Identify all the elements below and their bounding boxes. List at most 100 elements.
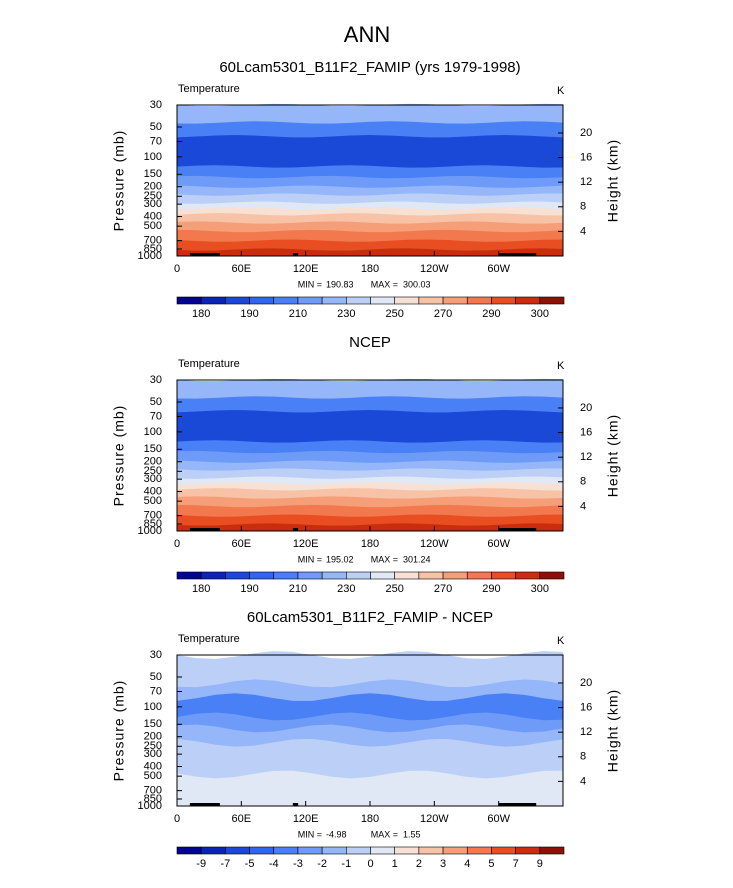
y-tick-label: 250 <box>144 740 162 752</box>
y-tick-label: 30 <box>150 649 162 661</box>
colorbar-box <box>249 571 275 580</box>
colorbar-box <box>321 846 347 855</box>
colorbar-label: 250 <box>386 308 404 320</box>
x-tick-label: 60E <box>232 538 252 550</box>
y-tick-label: 100 <box>144 426 162 438</box>
topography <box>292 803 299 806</box>
y-tick-label: 150 <box>144 168 162 180</box>
y-axis-title: Pressure (mb) <box>111 130 127 232</box>
y-tick-label: 50 <box>150 396 162 408</box>
colorbar-label: 0 <box>367 858 373 870</box>
colorbar-label: 2 <box>416 858 422 870</box>
colorbar-box <box>418 846 444 855</box>
topography <box>498 253 537 256</box>
colorbar-box <box>442 296 468 305</box>
y-tick-label: 850 <box>144 518 162 530</box>
max-text: MAX = <box>371 554 398 564</box>
colorbar-label: 190 <box>240 583 258 595</box>
colorbar-label: 7 <box>513 858 519 870</box>
y2-axis-title: Height (km) <box>605 689 621 772</box>
topography <box>189 253 220 256</box>
y2-axis-title: Height (km) <box>605 414 621 497</box>
max-value: 1.55 <box>403 829 421 839</box>
contour-band <box>177 770 563 806</box>
y-tick-label: 70 <box>150 410 162 422</box>
y2-tick-label: 4 <box>580 225 586 237</box>
y-tick-label: 1000 <box>138 525 162 537</box>
y-tick-label: 200 <box>144 731 162 743</box>
x-tick-label: 60W <box>487 813 510 825</box>
x-tick-label: 0 <box>174 538 180 550</box>
left-label: Temperature <box>178 83 240 95</box>
colorbar-label: -9 <box>196 858 206 870</box>
topography <box>498 528 537 531</box>
colorbar-box <box>442 846 468 855</box>
colorbar-box <box>346 571 371 580</box>
max-value: 301.24 <box>403 554 431 564</box>
min-text: MIN = <box>298 829 322 839</box>
x-tick-label: 180 <box>361 813 379 825</box>
right-label: K <box>557 360 565 372</box>
colorbar-box <box>394 296 420 305</box>
x-tick-label: 120W <box>420 813 449 825</box>
panel-title: 60Lcam5301_B11F2_FAMIP (yrs 1979-1998) <box>219 59 520 76</box>
x-tick-label: 60E <box>232 813 252 825</box>
y-tick-label: 1000 <box>138 800 162 812</box>
panel-title: 60Lcam5301_B11F2_FAMIP - NCEP <box>247 609 493 626</box>
y-tick-label: 700 <box>144 235 162 247</box>
figure-title: ANN <box>344 22 390 47</box>
y-tick-label: 50 <box>150 121 162 133</box>
colorbar-box <box>176 296 202 305</box>
y2-axis-title: Height (km) <box>605 139 621 222</box>
x-tick-label: 180 <box>361 538 379 550</box>
y-tick-label: 400 <box>144 485 162 497</box>
colorbar-label: 270 <box>434 583 452 595</box>
colorbar-box <box>466 846 492 855</box>
colorbar-label: 300 <box>531 583 549 595</box>
y-tick-label: 250 <box>144 465 162 477</box>
y-tick-label: 1000 <box>138 250 162 262</box>
y2-tick-label: 12 <box>580 176 592 188</box>
y-tick-label: 30 <box>150 374 162 386</box>
colorbar-box <box>539 571 565 580</box>
colorbar-box <box>321 571 347 580</box>
colorbar-label: 230 <box>337 583 355 595</box>
colorbar-box <box>418 296 444 305</box>
x-tick-label: 0 <box>174 263 180 275</box>
colorbar-box <box>321 296 347 305</box>
colorbar-box <box>249 846 275 855</box>
y2-tick-label: 20 <box>580 127 592 139</box>
colorbar-label: 180 <box>192 308 210 320</box>
colorbar-box <box>200 296 226 305</box>
colorbar-box <box>466 571 492 580</box>
colorbar-label: 300 <box>531 308 549 320</box>
y-tick-label: 500 <box>144 770 162 782</box>
colorbar-box <box>297 571 323 580</box>
colorbar-label: 5 <box>488 858 494 870</box>
colorbar-label: 290 <box>482 583 500 595</box>
left-label: Temperature <box>178 633 240 645</box>
colorbar-box <box>273 846 299 855</box>
colorbar-box <box>176 846 202 855</box>
y2-tick-label: 8 <box>580 476 586 488</box>
x-tick-label: 180 <box>361 263 379 275</box>
colorbar-box <box>515 296 541 305</box>
panel-title: NCEP <box>349 334 391 351</box>
colorbar-label: 9 <box>537 858 543 870</box>
colorbar-box <box>225 846 250 855</box>
colorbar-box <box>466 296 492 305</box>
colorbar-label: 230 <box>337 308 355 320</box>
colorbar-label: -7 <box>220 858 230 870</box>
colorbar-box <box>200 846 226 855</box>
colorbar-box <box>225 296 250 305</box>
x-tick-label: 120W <box>420 263 449 275</box>
y-tick-label: 30 <box>150 99 162 111</box>
y2-tick-label: 16 <box>580 426 592 438</box>
y-tick-label: 100 <box>144 151 162 163</box>
colorbar-box <box>346 296 371 305</box>
colorbar-box <box>297 296 323 305</box>
y-tick-label: 500 <box>144 495 162 507</box>
max-text: MAX = <box>371 829 398 839</box>
topography <box>498 803 537 806</box>
